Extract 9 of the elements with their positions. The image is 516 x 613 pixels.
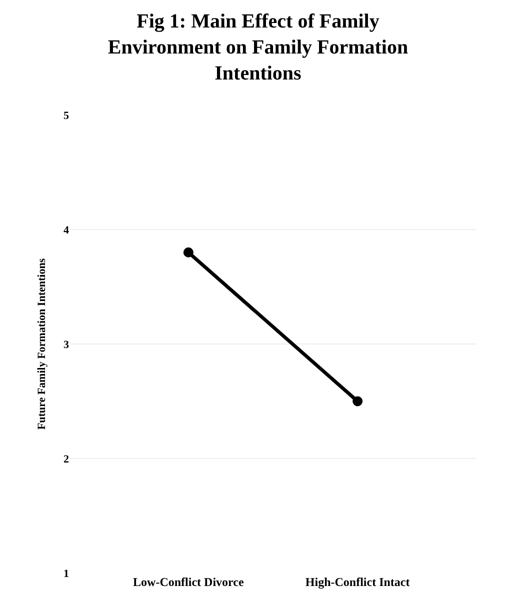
chart-title: Fig 1: Main Effect of Family Environment on Family Formation Intentions <box>108 10 408 85</box>
y-tick-label: 4 <box>64 224 70 236</box>
x-tick-label: Low-Conflict Divorce <box>133 575 244 589</box>
y-tick-label: 2 <box>64 453 70 466</box>
y-axis-title: Future Family Formation Intentions <box>36 258 48 430</box>
y-tick-label: 5 <box>64 110 70 122</box>
y-tick-label: 3 <box>64 338 70 351</box>
x-tick-label: High-Conflict Intact <box>305 575 410 589</box>
y-tick-label: 1 <box>64 568 69 580</box>
